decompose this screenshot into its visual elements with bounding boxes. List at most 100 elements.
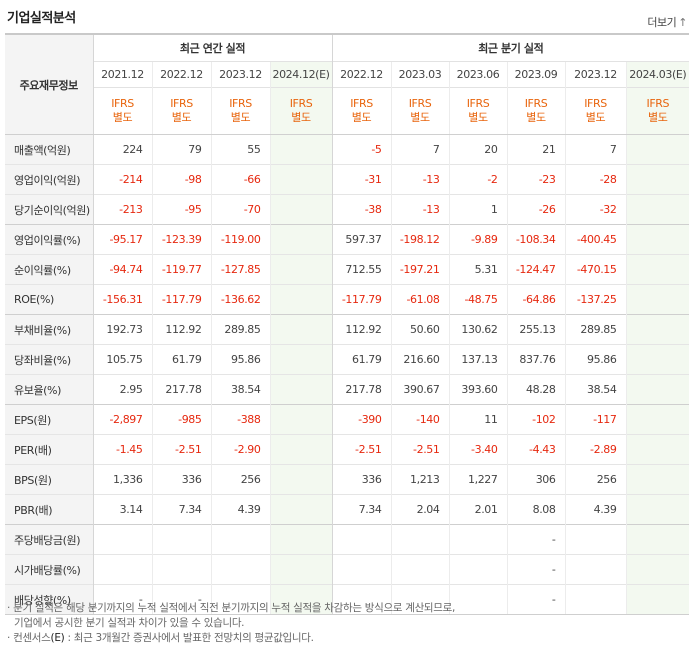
ifrs-label: IFRS 별도	[92, 87, 152, 135]
value-cell	[210, 584, 270, 615]
value-cell	[92, 554, 152, 585]
footnote-1-cont: 기업에서 공시한 분기 실적과 차이가 있을 수 있습니다.	[14, 617, 245, 629]
value-cell: -1.45	[92, 434, 152, 465]
value-cell	[269, 134, 332, 165]
value-cell	[269, 254, 332, 285]
value-cell: 2.01	[448, 494, 507, 525]
ifrs-label: IFRS 별도	[625, 87, 690, 135]
external-arrow-icon: ↑	[678, 16, 687, 29]
value-cell	[625, 254, 690, 285]
value-cell	[210, 554, 270, 585]
value-cell	[269, 194, 332, 225]
ifrs-label: IFRS 별도	[564, 87, 626, 135]
value-cell	[625, 404, 690, 435]
more-label: 더보기	[647, 16, 677, 29]
value-cell	[92, 524, 152, 555]
value-cell: 336	[151, 464, 211, 495]
table-row: 부채비율(%) 192.73 112.92 289.85 112.92 50.60 130.…	[5, 314, 690, 345]
ifrs-label: IFRS 별도	[210, 87, 270, 135]
value-cell: -400.45	[564, 224, 626, 255]
value-cell: -5	[331, 134, 391, 165]
value-cell: 216.60	[390, 344, 449, 375]
table-row: EPS(원) -2,897 -985 -388 -390 -140 11 -102 -117	[5, 404, 690, 435]
value-cell	[269, 404, 332, 435]
ifrs-text: IFRS	[111, 97, 134, 110]
value-cell: -117.79	[331, 284, 391, 315]
row-label: 주당배당금(원)	[5, 524, 93, 555]
footnote-2: · 컨센서스(E) : 최근 3개월간 증권사에서 발표한 전망치의 평균값입니…	[7, 632, 314, 644]
value-cell: -119.00	[210, 224, 270, 255]
ifrs-text: IFRS	[466, 97, 490, 110]
value-cell: -9.89	[448, 224, 507, 255]
value-cell: -2.51	[390, 434, 449, 465]
table-row: 매출액(억원) 224 79 55 -5 7 20 21 7	[5, 134, 690, 165]
value-cell: -136.62	[210, 284, 270, 315]
ifrs-label: IFRS 별도	[151, 87, 211, 135]
value-cell: 255.13	[506, 314, 565, 345]
ifrs-basis-text: 별도	[351, 111, 372, 124]
value-cell: 95.86	[564, 344, 626, 375]
value-cell: 306	[506, 464, 565, 495]
table-row: 시가배당률(%) -	[5, 554, 690, 585]
value-cell: 21	[506, 134, 565, 165]
value-cell: -124.47	[506, 254, 565, 285]
period-header: 2022.12	[331, 61, 391, 88]
table-row: 배당성향(%) - - -	[5, 584, 690, 615]
value-cell	[448, 584, 507, 615]
value-cell: 50.60	[390, 314, 449, 345]
table-row: 영업이익(억원) -214 -98 -66 -31 -13 -2 -23 -28	[5, 164, 690, 195]
value-cell: 4.39	[210, 494, 270, 525]
value-cell	[151, 524, 211, 555]
value-cell: 112.92	[151, 314, 211, 345]
value-cell: -156.31	[92, 284, 152, 315]
value-cell	[625, 464, 690, 495]
ifrs-basis-text: 별도	[112, 111, 133, 124]
value-cell: 256	[210, 464, 270, 495]
ifrs-basis-text: 별도	[230, 111, 251, 124]
value-cell	[269, 524, 332, 555]
value-cell: 11	[448, 404, 507, 435]
value-cell: 7	[390, 134, 449, 165]
value-cell	[564, 584, 626, 615]
value-cell: 112.92	[331, 314, 391, 345]
value-cell: -197.21	[390, 254, 449, 285]
value-cell	[564, 524, 626, 555]
value-cell: 289.85	[564, 314, 626, 345]
value-cell: -	[506, 524, 565, 555]
table-row: BPS(원) 1,336 336 256 336 1,213 1,227 306 256	[5, 464, 690, 495]
ifrs-text: IFRS	[170, 97, 193, 110]
value-cell: -2	[448, 164, 507, 195]
period-header: 2023.09	[506, 61, 565, 88]
value-cell: 256	[564, 464, 626, 495]
value-cell: 2.04	[390, 494, 449, 525]
value-cell: 217.78	[151, 374, 211, 405]
value-cell	[210, 524, 270, 555]
row-label: 순이익률(%)	[5, 254, 93, 285]
value-cell: -94.74	[92, 254, 152, 285]
value-cell: 61.79	[151, 344, 211, 375]
ifrs-label: IFRS 별도	[390, 87, 449, 135]
value-cell: -2.51	[151, 434, 211, 465]
table-row: 당좌비율(%) 105.75 61.79 95.86 61.79 216.60 137.13…	[5, 344, 690, 375]
row-label: PER(배)	[5, 434, 93, 465]
value-cell: 4.39	[564, 494, 626, 525]
value-cell: -13	[390, 194, 449, 225]
ifrs-text: IFRS	[229, 97, 252, 110]
ifrs-basis-text: 별도	[291, 111, 311, 124]
value-cell	[448, 524, 507, 555]
value-cell: 336	[331, 464, 391, 495]
period-header: 2024.03(E)	[625, 61, 690, 88]
value-cell	[151, 554, 211, 585]
value-cell: 393.60	[448, 374, 507, 405]
value-cell: 5.31	[448, 254, 507, 285]
ifrs-text: IFRS	[408, 97, 432, 110]
value-cell: -213	[92, 194, 152, 225]
row-label: 유보율(%)	[5, 374, 93, 405]
row-label: 부채비율(%)	[5, 314, 93, 345]
value-cell: -117	[564, 404, 626, 435]
more-link[interactable]: 더보기 ↑	[647, 14, 687, 30]
value-cell: 192.73	[92, 314, 152, 345]
ifrs-label: IFRS 별도	[331, 87, 391, 135]
value-cell	[564, 554, 626, 585]
value-cell: -4.43	[506, 434, 565, 465]
